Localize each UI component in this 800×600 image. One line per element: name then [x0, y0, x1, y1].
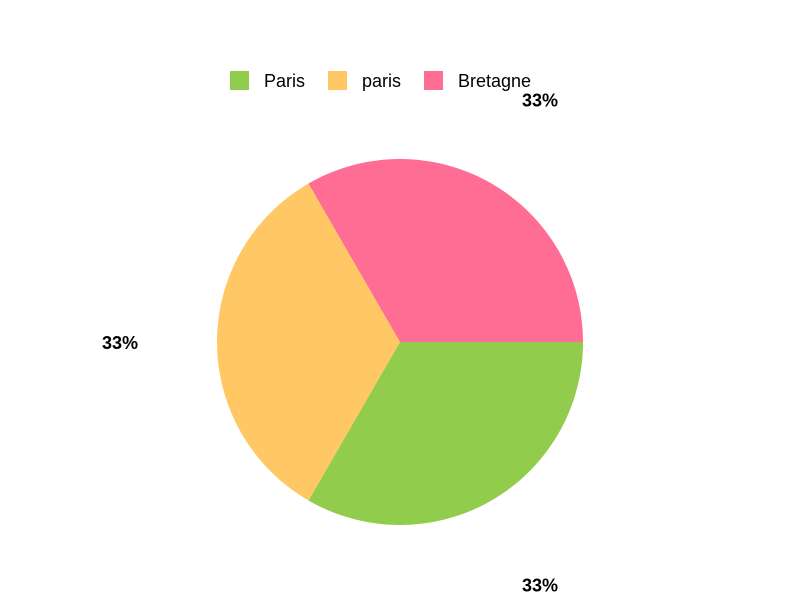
legend-label-0: Paris	[264, 71, 305, 91]
data-label-0: 33%	[522, 576, 558, 596]
pie-slices	[217, 159, 583, 525]
pie-slice-paris	[308, 342, 583, 525]
legend-swatch-2	[424, 71, 443, 90]
legend-swatch-0	[230, 71, 249, 90]
legend-label-2: Bretagne	[458, 71, 531, 91]
pie-slice-paris	[217, 183, 400, 501]
data-label-2: 33%	[522, 91, 558, 111]
chart-legend: Paris paris Bretagne	[230, 71, 531, 91]
legend-label-1: paris	[362, 71, 401, 91]
pie-data-labels: 33% 33% 33%	[102, 91, 558, 596]
pie-slice-bretagne	[308, 159, 583, 342]
data-label-1: 33%	[102, 333, 138, 353]
legend-swatch-1	[328, 71, 347, 90]
